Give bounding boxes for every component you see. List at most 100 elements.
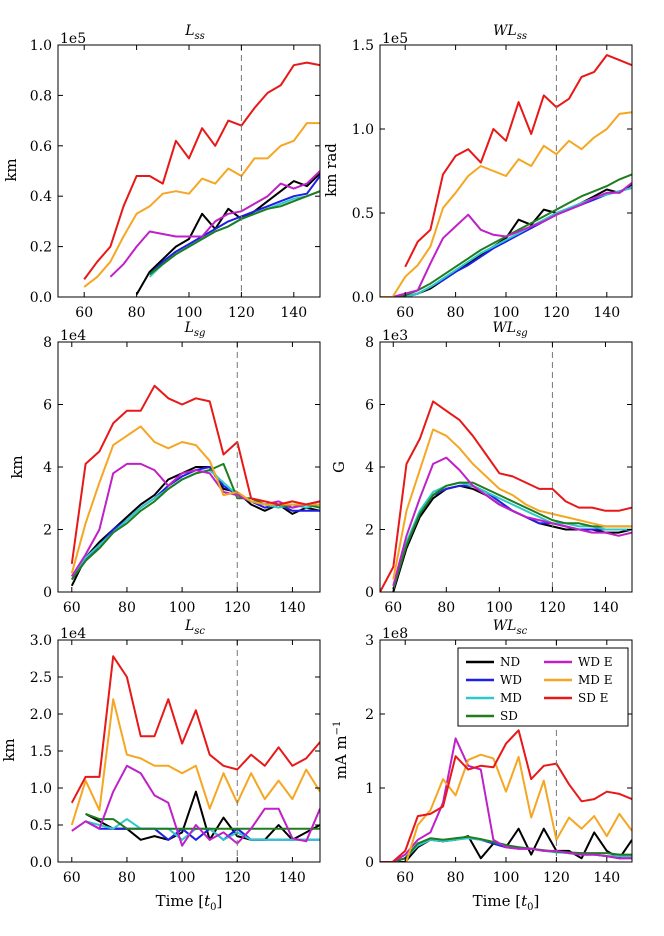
series-line-md [149,190,320,278]
x-tick-label: 60 [396,870,414,886]
x-tick-label: 60 [63,870,81,886]
y-tick-label: 2 [43,523,52,539]
x-tick-label: 80 [118,600,136,616]
series-line-md-e [392,428,632,580]
series-line-md-e [70,425,320,574]
plot-area-wlsc: 0 1 2 3 60 80 100 120 140 [365,633,633,886]
legend-label-wd-e: WD E [578,655,613,669]
series-line-wd-e [109,170,320,278]
x-tick-label: 140 [279,600,306,616]
panel-wlsc: WLsc 1e8 mA m−1 0 1 2 3 60 80 100 120 140 Time [… [332,618,633,913]
series-line-md-e [83,122,320,288]
x-tick-label: 140 [279,870,306,886]
x-tick-label: 100 [176,305,203,321]
legend-label-sd-e: SD E [578,691,608,705]
y-tick-label: 8 [43,335,52,351]
series-line-sd-e [70,384,320,565]
x-tick-label: 120 [228,305,255,321]
panel-title-wlss: WLss [493,23,527,42]
y-tick-label: 8 [365,335,374,351]
panel-title-wlsc: WLsc [493,618,528,637]
x-axis-label-wlsc: Time [t0] [473,892,540,913]
axes-frame [57,341,321,593]
y-multiplier-lsc: 1e4 [60,626,86,642]
x-tick-label: 120 [224,870,251,886]
y-tick-label: 1 [365,781,374,797]
x-tick-label: 60 [396,305,414,321]
x-tick-label: 140 [280,305,307,321]
legend-label-md-e: MD E [578,673,612,687]
series-line-sd [380,835,632,862]
series-line-wd [149,175,320,276]
axes-frame [379,44,633,298]
y-tick-label: 4 [365,460,374,476]
legend-label-nd: ND [500,655,520,669]
series-line-sd-e [404,54,632,268]
x-tick-label: 100 [169,870,196,886]
series-group [380,54,632,297]
y-tick-label: 0 [365,855,374,871]
series-line-md-e [380,111,632,297]
series-line-wd-e [380,182,632,297]
y-axis-label-lsg: km [8,455,26,478]
panel-wlsg: WLsg 1e3 G 0 2 4 6 8 60 80 100 120 140 [330,320,633,616]
x-tick-label: 100 [486,600,513,616]
x-tick-label: 60 [63,600,81,616]
y-tick-label: 2.5 [30,670,52,686]
y-tick-label: 3.0 [30,633,52,649]
series-line-wd-e [70,462,320,577]
panel-title-wlsg: WLsg [492,320,527,339]
y-multiplier-wlss: 1e5 [382,31,408,47]
series-line-wd-e [392,456,632,587]
series-line-sd-e [83,61,320,280]
x-tick-label: 120 [224,600,251,616]
series-line-md-e [70,698,320,826]
x-tick-label: 80 [447,870,465,886]
y-tick-label: 0.6 [30,139,52,155]
legend-items: ND WD MD SD WD E MD E SD E [466,655,613,723]
y-tick-label: 0.5 [30,818,52,834]
y-tick-label: 0.4 [30,189,52,205]
y-tick-label: 0.5 [352,206,374,222]
x-tick-label: 100 [493,870,520,886]
y-tick-label: 4 [43,460,52,476]
y-tick-label: 0 [365,585,374,601]
x-tick-label: 60 [75,305,93,321]
panel-title-lsg: Lsg [184,320,206,339]
x-tick-label: 140 [593,305,620,321]
y-tick-label: 0.0 [352,290,374,306]
y-tick-label: 0.8 [30,88,52,104]
x-tick-label: 120 [543,305,570,321]
x-tick-label: 80 [447,305,465,321]
axes-frame [379,341,633,593]
series-line-sd-e [380,400,632,592]
x-tick-label: 120 [539,600,566,616]
y-axis-label-lss: km [2,158,20,181]
series-line-md [392,481,632,587]
series-line-sd-e [70,655,320,804]
legend-label-wd: WD [500,673,522,687]
panel-lsg: Lsg 1e4 km 0 2 4 6 8 60 80 100 120 140 [8,320,321,616]
y-multiplier-lsg: 1e4 [60,328,86,344]
x-tick-label: 140 [593,870,620,886]
plot-area-lss: 0.0 0.2 0.4 0.6 0.8 1.0 60 80 100 120 140 [30,38,321,321]
y-axis-label-wlss: km rad [322,143,340,197]
panel-title-lsc: Lsc [184,618,205,637]
series-group [83,61,320,295]
series-line-sd [149,190,320,276]
series-line-wd-e [71,764,320,847]
series-line-wd-e [380,737,632,862]
x-tick-label: 60 [384,600,402,616]
plot-area-wlss: 0.0 0.5 1.0 1.5 60 80 100 120 140 [352,38,633,321]
y-multiplier-wlsg: 1e3 [382,328,408,344]
series-line-md-e [380,753,632,862]
plot-area-lsc: 0.0 0.5 1.0 1.5 2.0 2.5 3.0 60 80 100 120 140 [30,633,321,886]
x-tick-label: 140 [592,600,619,616]
series-group [70,384,320,587]
series-line-wd [70,466,320,581]
legend-label-sd: SD [500,709,518,723]
series-line-sd-e [380,729,632,862]
y-tick-label: 2 [365,523,374,539]
series-line-sd [85,812,320,830]
y-tick-label: 1.0 [30,38,52,54]
